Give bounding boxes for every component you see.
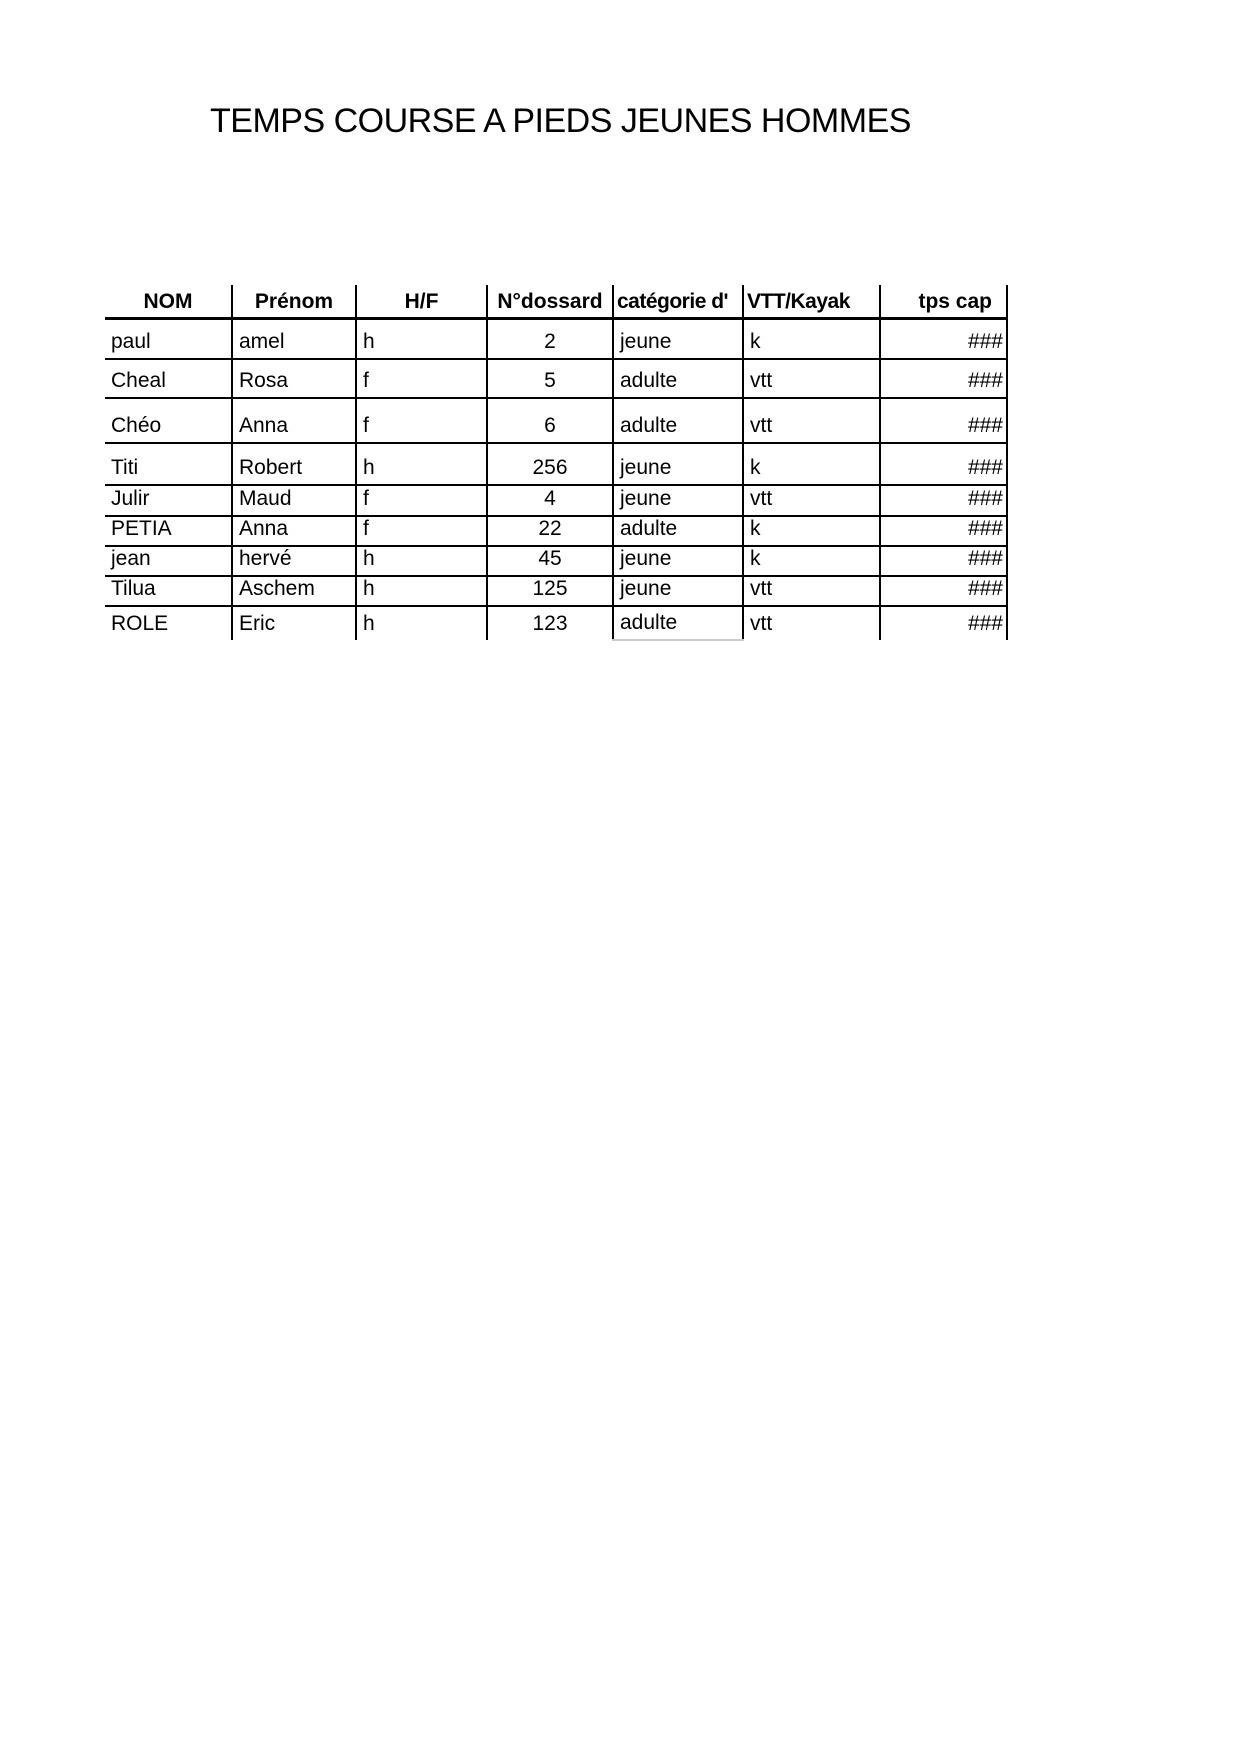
cell-vtt-kayak: vtt [742, 485, 880, 517]
cell-hf: f [355, 398, 487, 444]
cell-nom: Chéo [105, 398, 232, 444]
cell-nom: Titi [105, 443, 232, 486]
cell-categorie: jeune [612, 485, 743, 517]
cell-dossard: 2 [486, 318, 613, 360]
cell-tps-cap: ### [879, 443, 1008, 486]
cell-dossard: 123 [486, 606, 613, 640]
cell-dossard: 125 [486, 576, 613, 607]
cell-vtt-kayak: k [742, 516, 880, 547]
cell-vtt-kayak: k [742, 318, 880, 360]
col-header-dossard: N°dossard [486, 285, 613, 320]
cell-categorie: jeune [612, 576, 743, 607]
cell-nom: jean [105, 546, 232, 577]
col-header-prenom: Prénom [231, 285, 356, 320]
cell-tps-cap: ### [879, 516, 1008, 547]
cell-prenom: Robert [231, 443, 356, 486]
cell-vtt-kayak: k [742, 443, 880, 486]
cell-prenom: amel [231, 318, 356, 360]
cell-prenom: Anna [231, 398, 356, 444]
cell-categorie: jeune [612, 318, 743, 360]
col-header-vtt-kayak: VTT/Kayak [742, 285, 880, 320]
cell-prenom: Anna [231, 516, 356, 547]
cell-dossard: 22 [486, 516, 613, 547]
cell-nom: paul [105, 318, 232, 360]
cell-prenom: Aschem [231, 576, 356, 607]
table-row: Julir Maud f 4 jeune vtt ### [105, 485, 1008, 517]
cell-vtt-kayak: vtt [742, 576, 880, 607]
cell-categorie: jeune [612, 546, 743, 577]
col-header-hf: H/F [355, 285, 487, 320]
cell-tps-cap: ### [879, 398, 1008, 444]
cell-nom: Tilua [105, 576, 232, 607]
cell-tps-cap: ### [879, 359, 1008, 399]
cell-categorie: adulte [612, 516, 743, 547]
cell-hf: h [355, 318, 487, 360]
cell-tps-cap: ### [879, 576, 1008, 607]
cell-tps-cap: ### [879, 318, 1008, 360]
table-row: Tilua Aschem h 125 jeune vtt ### [105, 576, 1008, 607]
cell-nom: Cheal [105, 359, 232, 399]
header-row: NOM Prénom H/F N°dossard catégorie d' VT… [105, 285, 1008, 320]
table-row: ROLE Eric h 123 adulte vtt ### [105, 606, 1008, 641]
table-row: Titi Robert h 256 jeune k ### [105, 443, 1008, 486]
cell-categorie: adulte [612, 359, 743, 399]
cell-dossard: 5 [486, 359, 613, 399]
col-header-nom: NOM [105, 285, 232, 320]
cell-vtt-kayak: vtt [742, 606, 880, 640]
cell-hf: h [355, 546, 487, 577]
table-row: PETIA Anna f 22 adulte k ### [105, 516, 1008, 547]
table-row: paul amel h 2 jeune k ### [105, 318, 1008, 360]
page-title: TEMPS COURSE A PIEDS JEUNES HOMMES [210, 102, 911, 140]
cell-tps-cap: ### [879, 485, 1008, 517]
cell-prenom: Eric [231, 606, 356, 640]
cell-hf: f [355, 516, 487, 547]
col-header-tps-cap: tps cap [879, 285, 1008, 320]
cell-categorie: adulte [612, 398, 743, 444]
cell-prenom: Rosa [231, 359, 356, 399]
cell-prenom: hervé [231, 546, 356, 577]
cell-hf: h [355, 443, 487, 486]
cell-hf: f [355, 359, 487, 399]
cell-categorie: jeune [612, 443, 743, 486]
cell-dossard: 45 [486, 546, 613, 577]
cell-nom: Julir [105, 485, 232, 517]
cell-dossard: 6 [486, 398, 613, 444]
cell-hf: h [355, 576, 487, 607]
cell-vtt-kayak: k [742, 546, 880, 577]
cell-dossard: 256 [486, 443, 613, 486]
cell-prenom: Maud [231, 485, 356, 517]
cell-hf: f [355, 485, 487, 517]
cell-nom: ROLE [111, 612, 169, 635]
cell-hf: h [355, 606, 487, 640]
table-row: jean hervé h 45 jeune k ### [105, 546, 1008, 577]
table-row: Cheal Rosa f 5 adulte vtt ### [105, 359, 1008, 399]
cell-tps-cap: ### [879, 606, 1008, 640]
cell-categorie: adulte [612, 606, 743, 641]
cell-nom: PETIA [105, 516, 232, 547]
table-row: Chéo Anna f 6 adulte vtt ### [105, 398, 1008, 444]
col-header-categorie: catégorie d' [612, 285, 743, 320]
cell-tps-cap: ### [879, 546, 1008, 577]
cell-dossard: 4 [486, 485, 613, 517]
cell-vtt-kayak: vtt [742, 398, 880, 444]
cell-vtt-kayak: vtt [742, 359, 880, 399]
results-table: NOM Prénom H/F N°dossard catégorie d' VT… [105, 285, 1008, 641]
